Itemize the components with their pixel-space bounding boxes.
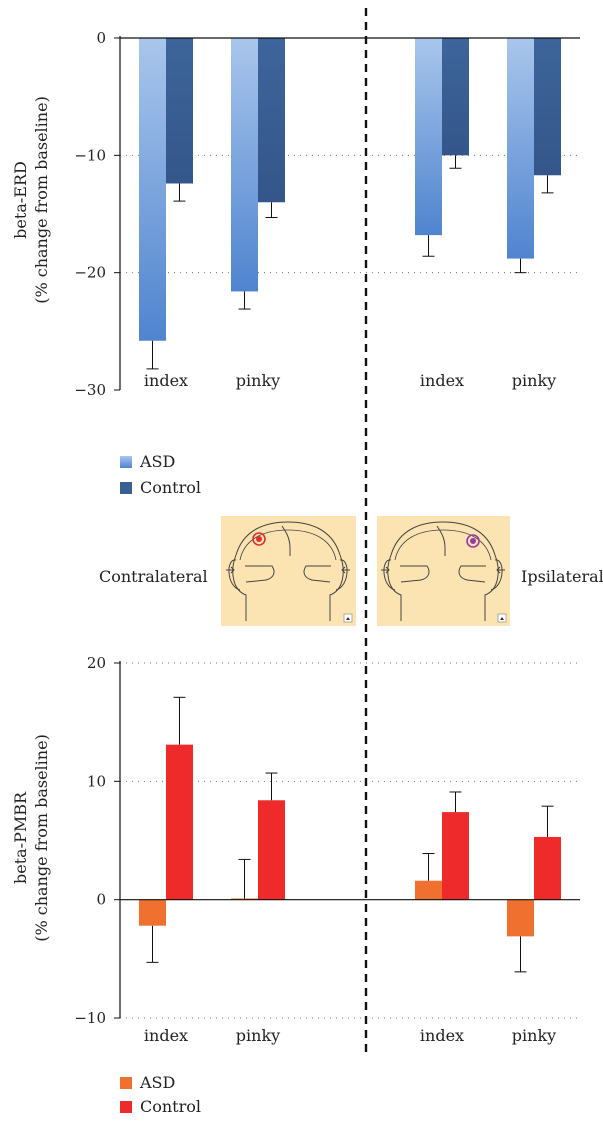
pmbr-axes — [114, 661, 580, 1019]
head-ear-right-l — [383, 559, 396, 591]
erd-legend-asd-swatch — [120, 456, 132, 468]
head-panel-left-bg — [221, 516, 356, 626]
erd-bars — [139, 38, 561, 370]
pmbr-legend: ASD Control — [120, 1073, 201, 1116]
triangle-icon — [346, 617, 350, 620]
pmbr-legend-asd-swatch — [120, 1077, 132, 1089]
erd-bar-asd — [507, 38, 534, 259]
pmbr-bars — [139, 696, 561, 973]
arrow-left-in-2 — [341, 566, 350, 574]
erd-tick-labels: 0 −10 −20 −30 — [74, 29, 106, 399]
pmbr-ytick-label: 20 — [87, 654, 106, 672]
pmbr-bar-asd — [415, 880, 442, 900]
erd-ytick-label: −10 — [74, 146, 106, 164]
arrow-right-in — [381, 566, 390, 574]
sensor-marker-left-dot — [256, 536, 262, 542]
erd-ytick-label: −30 — [74, 381, 106, 399]
erd-axes — [114, 36, 580, 391]
erd-bar-control — [258, 38, 285, 203]
pmbr-bar-control — [534, 836, 561, 900]
head-ear-right-r — [490, 559, 503, 591]
head-inner-left — [239, 529, 337, 561]
erd-ylabel: beta-ERD — [11, 161, 30, 239]
pmbr-legend-control-swatch — [120, 1101, 132, 1113]
head-midline-right — [436, 525, 446, 556]
head-midline-left — [281, 525, 291, 556]
pmbr-ytick-label: 10 — [87, 772, 106, 790]
pmbr-tick-labels: 20 10 0 −10 — [74, 654, 106, 1027]
ipsilateral-label: Ipsilateral — [521, 567, 603, 586]
pmbr-bar-asd — [507, 899, 534, 937]
head-panel-right-bg — [377, 516, 510, 626]
sensor-marker-left — [252, 532, 266, 546]
pmbr-bar-control — [258, 800, 285, 900]
pmbr-category-label: index — [144, 1026, 188, 1045]
erd-bar-asd — [415, 38, 442, 236]
pmbr-legend-control-label: Control — [140, 1097, 201, 1116]
pmbr-category-label: pinky — [512, 1026, 556, 1045]
pmbr-category-label: pinky — [236, 1026, 280, 1045]
sensor-schematics: Contralateral Ipsilateral — [99, 516, 603, 626]
erd-legend-control-label: Control — [140, 478, 201, 497]
head-lobe-right-r — [458, 565, 486, 583]
head-panel-right — [377, 516, 510, 626]
erd-ylabel-sub: (% change from baseline) — [32, 96, 51, 304]
head-panel-left — [221, 516, 356, 626]
pmbr-ylabel-sub: (% change from baseline) — [32, 734, 51, 942]
head-ear-left-l — [228, 559, 241, 591]
pmbr-chart: beta-PMBR (% change from baseline) 20 10 0… — [11, 654, 580, 1116]
head-ear-left-r — [335, 559, 348, 591]
triangle-icon — [500, 617, 504, 620]
head-lobe-left-r — [303, 565, 331, 583]
arrow-left-in — [226, 566, 235, 574]
erd-category-label: index — [144, 371, 188, 390]
pmbr-bar-asd — [139, 899, 166, 926]
head-lobe-left-l — [245, 565, 275, 583]
pmbr-category-label: index — [420, 1026, 464, 1045]
erd-bar-control — [166, 38, 193, 184]
erd-legend-control-swatch — [120, 482, 132, 494]
erd-category-labels: index pinky index pinky — [144, 371, 556, 390]
pmbr-bar-control — [166, 744, 193, 900]
erd-category-label: index — [420, 371, 464, 390]
head-inner-right — [394, 529, 492, 561]
erd-bar-control — [534, 38, 561, 176]
pmbr-bar-control — [442, 812, 469, 900]
arrow-right-in-2 — [496, 566, 505, 574]
erd-bar-control — [442, 38, 469, 156]
sensor-marker-right-dot — [470, 538, 476, 544]
erd-ytick-label: −20 — [74, 264, 106, 282]
erd-ytick-label: 0 — [96, 29, 106, 47]
sensor-marker-right — [466, 534, 480, 548]
erd-category-label: pinky — [236, 371, 280, 390]
erd-legend-asd-label: ASD — [139, 452, 175, 471]
pmbr-legend-asd-label: ASD — [139, 1073, 175, 1092]
pmbr-ylabel: beta-PMBR — [11, 791, 30, 884]
pmbr-ytick-label: −10 — [74, 1009, 106, 1027]
pmbr-ytick-label: 0 — [96, 891, 106, 909]
erd-bar-asd — [231, 38, 258, 292]
erd-bar-asd — [139, 38, 166, 341]
contralateral-label: Contralateral — [99, 567, 208, 586]
erd-legend: ASD Control — [120, 452, 201, 497]
erd-category-label: pinky — [512, 371, 556, 390]
head-lobe-right-l — [400, 565, 430, 583]
pmbr-category-labels: index pinky index pinky — [144, 1026, 556, 1045]
erd-chart: beta-ERD (% change from baseline) 0 −10 −2… — [11, 29, 580, 497]
